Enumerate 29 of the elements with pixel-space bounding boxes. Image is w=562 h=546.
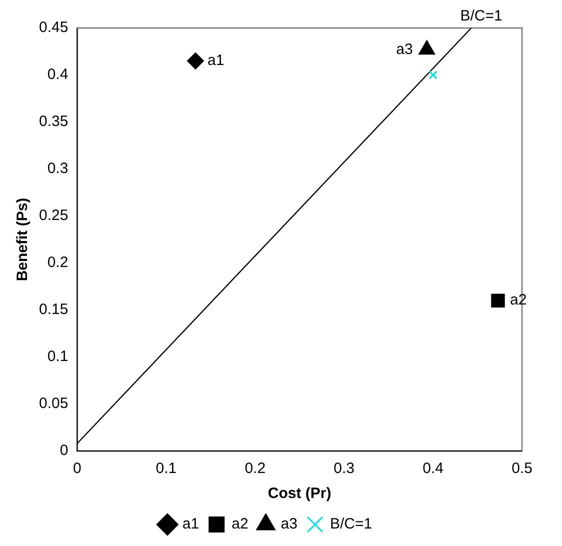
y-tick-label: 0.2 (47, 254, 68, 272)
y-tick-label: 0.1 (47, 348, 68, 366)
text: a2 (510, 292, 527, 309)
point (491, 294, 505, 308)
x-axis-title: Cost (Pr) (268, 485, 332, 502)
y-tick-label: 0.25 (38, 207, 68, 224)
x-tick-label: 0.5 (512, 460, 532, 478)
point (428, 70, 438, 80)
x-tick-label: 0.2 (244, 460, 266, 478)
legend-label: a2 (232, 516, 248, 533)
x-tick-label: 0 (73, 460, 82, 478)
y-tick-label: 0.15 (38, 301, 68, 318)
text: a1 (208, 52, 224, 70)
x-tick-label: 0.1 (156, 460, 177, 478)
y-tick-label: 0 (60, 442, 68, 460)
y-tick-label: 0.3 (47, 160, 68, 178)
legend-label: a3 (280, 516, 298, 533)
x-tick-label: 0.3 (334, 460, 355, 478)
annotation: B/C=1 (460, 8, 502, 25)
legend-label: a1 (182, 516, 200, 533)
text: a3 (396, 40, 413, 58)
point (187, 52, 204, 70)
y-tick-label: 0.35 (38, 113, 68, 130)
y-axis-title: Benefit (Ps) (14, 198, 32, 282)
y-tick-label: 0.4 (47, 66, 68, 84)
y-tick-label: 0.05 (38, 395, 68, 412)
x-tick-label: 0.4 (422, 460, 444, 478)
legend-label: B/C=1 (330, 516, 372, 533)
y-tick-label: 0.45 (38, 19, 68, 36)
